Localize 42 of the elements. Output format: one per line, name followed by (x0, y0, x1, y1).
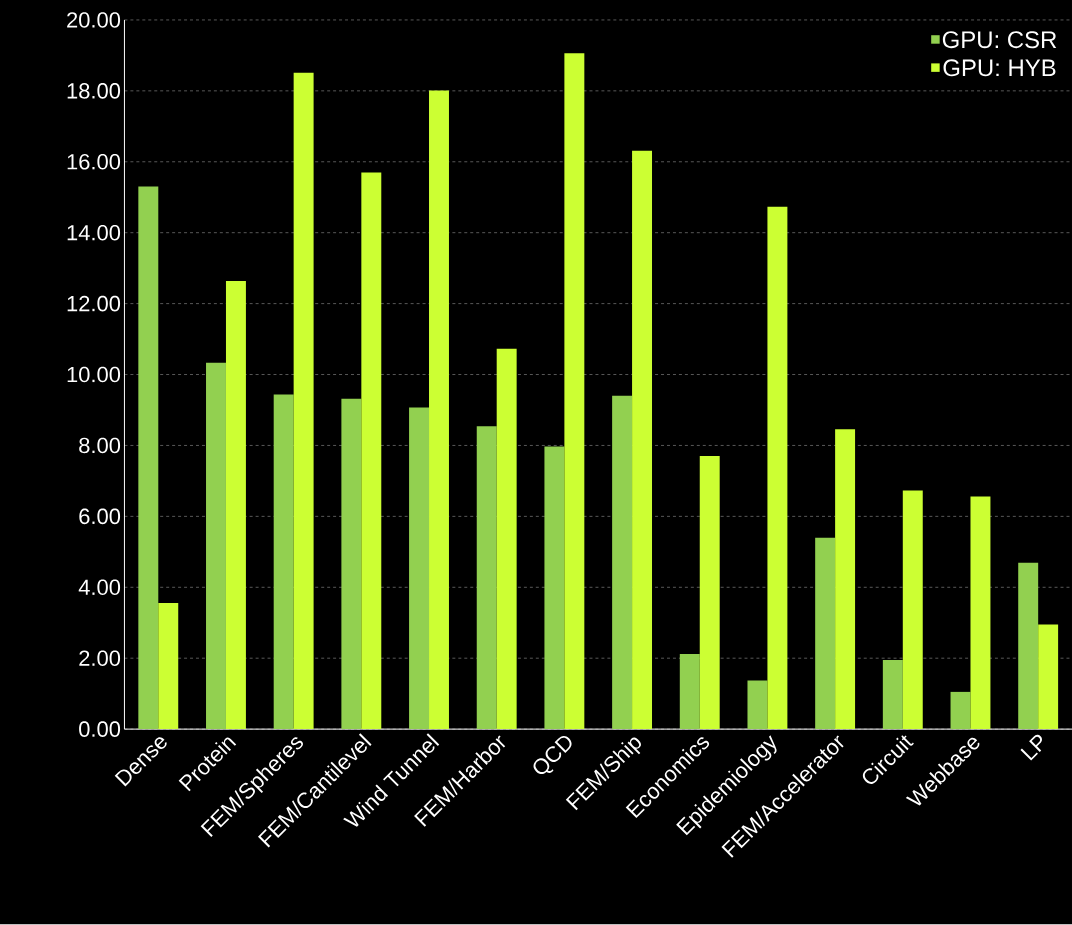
bar (341, 398, 362, 730)
y-tick-label: 12.00 (67, 296, 121, 312)
bar (1018, 563, 1039, 730)
bar (293, 72, 314, 730)
bar (206, 363, 226, 730)
bar (1038, 624, 1059, 730)
bar (882, 660, 903, 730)
y-tick-label: 6.00 (79, 508, 121, 525)
bar (612, 395, 633, 730)
y-tick-label: 10.00 (67, 366, 121, 383)
bar (429, 90, 449, 730)
bar (767, 207, 788, 730)
y-tick-label: 16.00 (67, 154, 121, 170)
x-tick-label: LP (1020, 735, 1042, 761)
bar (138, 186, 159, 730)
bar (273, 394, 294, 730)
bar (835, 429, 856, 730)
y-tick-label: 0.00 (79, 721, 121, 738)
bar (699, 456, 720, 730)
bar (815, 537, 836, 730)
y-tick-label: 4.00 (78, 579, 121, 596)
legend-label: GPU: CSR (942, 31, 1057, 49)
bar (747, 680, 768, 730)
y-tick-label: 2.00 (79, 650, 121, 667)
bar (496, 348, 517, 730)
bar (225, 281, 246, 730)
y-tick-label: 20.00 (67, 12, 121, 28)
bar (970, 496, 991, 730)
bar (409, 407, 430, 730)
legend-label: GPU: HYB (943, 59, 1056, 77)
bar (679, 654, 700, 730)
y-tick-label: 8.00 (79, 437, 121, 454)
y-tick-label: 14.00 (67, 225, 121, 241)
bar (544, 446, 565, 730)
bar (361, 172, 382, 730)
bar (950, 692, 971, 730)
bar (564, 53, 585, 730)
bar (158, 603, 179, 730)
bar (902, 490, 923, 730)
y-tick-label: 18.00 (67, 83, 121, 99)
bar (476, 426, 497, 730)
bar (632, 150, 653, 730)
